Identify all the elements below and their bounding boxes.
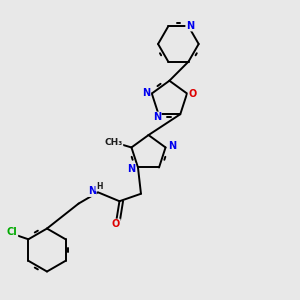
Text: O: O [112,219,120,229]
Text: CH₃: CH₃ [104,138,123,147]
Text: H: H [96,182,102,191]
Text: N: N [153,112,161,122]
Text: N: N [142,88,151,98]
Text: Cl: Cl [7,227,18,237]
Text: N: N [186,21,194,31]
Text: N: N [88,186,96,197]
Text: N: N [127,164,136,174]
Text: N: N [168,141,176,151]
Text: O: O [188,88,196,98]
